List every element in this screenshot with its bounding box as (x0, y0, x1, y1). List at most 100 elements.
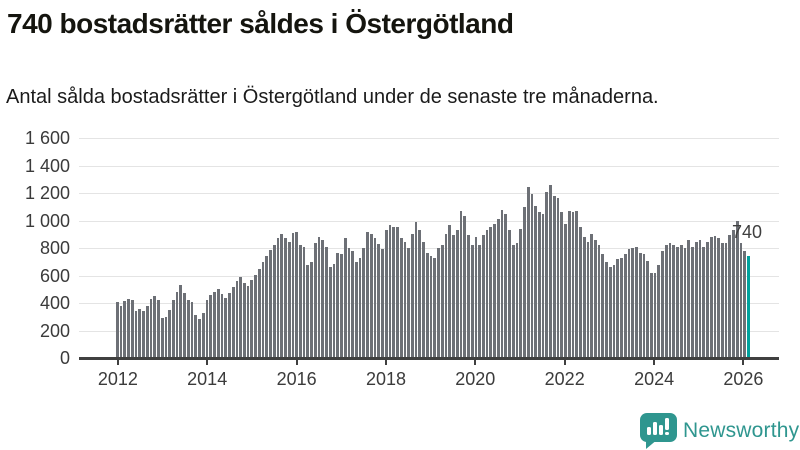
bar (246, 285, 250, 358)
bars-layer (116, 138, 750, 358)
bar (127, 298, 130, 358)
bar (205, 299, 209, 358)
bar (616, 259, 620, 358)
bar (549, 184, 552, 358)
bar (149, 298, 153, 358)
bar (369, 233, 373, 358)
bar (194, 314, 198, 358)
bar (183, 293, 186, 358)
y-axis-label: 0 (59, 348, 70, 368)
bar (284, 238, 287, 358)
x-axis-label: 2014 (187, 369, 228, 389)
bar (381, 249, 384, 358)
bar (612, 264, 616, 358)
bar (638, 252, 642, 358)
gridline (79, 193, 779, 194)
bar (478, 244, 481, 358)
bar (411, 233, 414, 358)
bar (298, 245, 302, 358)
bar (743, 250, 747, 358)
bar (672, 245, 676, 358)
bar (355, 261, 358, 358)
bar (590, 233, 593, 358)
bar (508, 230, 511, 358)
y-axis-label: 800 (39, 238, 70, 258)
bar (332, 263, 336, 358)
gridline (79, 330, 779, 332)
bar (336, 252, 340, 358)
x-axis-tick (116, 359, 119, 365)
y-axis-label: 1 400 (24, 155, 70, 176)
bar (119, 306, 123, 358)
gridline (79, 303, 779, 304)
bar (272, 244, 276, 358)
bar (366, 232, 369, 358)
bar (724, 242, 728, 358)
bar (265, 255, 269, 358)
bar (280, 233, 284, 358)
bar (526, 186, 530, 358)
y-axis-label: 1 200 (24, 183, 70, 203)
bar (552, 196, 556, 358)
bar (556, 197, 560, 358)
bar (392, 226, 396, 358)
newsworthy-logo[interactable]: Newsworthy (640, 412, 799, 449)
y-axis-label: 1 000 (24, 210, 70, 231)
bar (575, 210, 579, 358)
bar (403, 241, 407, 358)
bar (145, 305, 149, 358)
x-axis-tick (653, 359, 656, 365)
bar (582, 237, 586, 358)
bar (459, 210, 463, 358)
bar (713, 236, 717, 358)
bar (515, 243, 519, 358)
bar (586, 241, 590, 358)
bar (646, 261, 650, 358)
chart-title: 740 bostadsrätter såldes i Östergötland (7, 8, 514, 39)
bar (623, 254, 627, 358)
bar (213, 292, 216, 358)
bar (242, 283, 246, 358)
bar (720, 243, 724, 358)
x-axis-label: 2018 (365, 369, 407, 389)
bar (220, 294, 224, 358)
x-axis-label: 2022 (544, 369, 585, 389)
bar (504, 214, 508, 358)
bar (455, 230, 459, 358)
gridline (79, 138, 779, 139)
bar (474, 237, 478, 358)
bar (571, 212, 575, 358)
bar (276, 238, 280, 358)
bar (668, 243, 672, 358)
speech-bubble-shape (640, 413, 677, 442)
bar (321, 239, 325, 358)
x-axis-tick (385, 359, 387, 365)
bar (310, 262, 313, 358)
bar (418, 230, 422, 358)
bar (485, 230, 489, 358)
bar (691, 246, 694, 358)
bar (523, 207, 526, 358)
bar (657, 264, 661, 358)
bar (664, 244, 668, 358)
bar (201, 312, 205, 358)
bar (735, 220, 739, 358)
x-axis-tick (295, 359, 298, 365)
y-axis-label: 200 (39, 320, 70, 341)
bar (239, 276, 242, 358)
y-axis-label: 1 600 (24, 128, 70, 148)
gridline (79, 275, 779, 277)
bar (153, 296, 157, 358)
bar (287, 241, 291, 358)
bar (567, 210, 571, 358)
bar (706, 241, 709, 358)
bar (433, 257, 437, 358)
bar (269, 250, 272, 358)
bar (679, 244, 683, 358)
bar (444, 233, 448, 358)
bar (172, 300, 175, 358)
bar (579, 226, 582, 358)
bar (160, 318, 164, 358)
bar (396, 227, 399, 358)
